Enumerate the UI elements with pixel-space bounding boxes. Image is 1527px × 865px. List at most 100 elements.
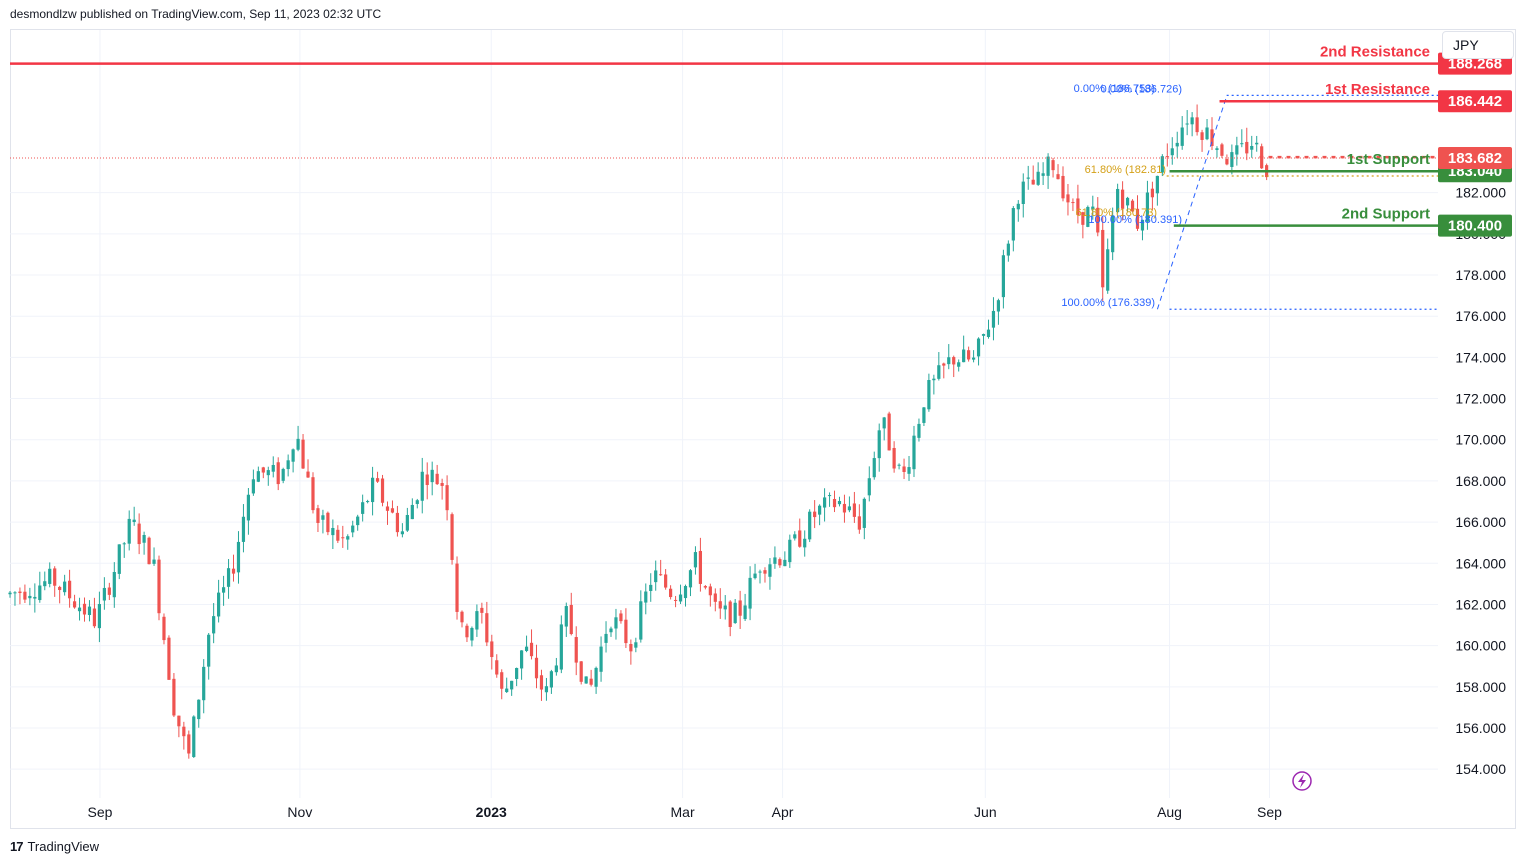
candle-body <box>783 559 787 567</box>
candle-body <box>678 594 683 602</box>
candle-body <box>669 588 673 598</box>
candle-body <box>758 571 762 573</box>
candle-body <box>152 559 156 564</box>
candle-body <box>549 671 553 688</box>
level-label: 2nd Resistance <box>1320 44 1430 61</box>
fib-label: 100.00% (180.391) <box>1088 214 1182 226</box>
candle-body <box>733 602 737 624</box>
y-tick-label: 164.000 <box>1455 555 1506 571</box>
alert-icon[interactable] <box>1292 771 1312 791</box>
candle-body <box>92 608 97 627</box>
candle-body <box>614 617 618 629</box>
candle-body <box>857 516 861 530</box>
candle-body <box>331 527 335 536</box>
candle-body <box>971 357 976 360</box>
candle-body <box>127 518 131 544</box>
candle-body <box>902 466 906 472</box>
y-tick-label: 178.000 <box>1455 267 1506 283</box>
candle-body <box>207 634 211 667</box>
candle-body <box>788 539 792 563</box>
candle-body <box>927 380 931 410</box>
x-tick-label: Apr <box>772 804 794 820</box>
candle-body <box>326 512 330 533</box>
candle-body <box>644 591 648 603</box>
fib-label: 61.80% (182.81) <box>1085 164 1166 176</box>
candle-body <box>1001 255 1005 298</box>
candle-body <box>485 613 489 643</box>
candle-body <box>917 423 921 438</box>
candle-body <box>475 611 479 630</box>
candle-body <box>1016 203 1020 210</box>
candle-body <box>763 570 767 574</box>
candle-body <box>554 665 558 673</box>
candle-body <box>1101 229 1105 288</box>
candle-body <box>793 534 797 539</box>
current-price-tag-bg <box>1438 147 1512 170</box>
candle-body <box>907 467 911 474</box>
candle-body <box>1225 158 1229 165</box>
candle-body <box>1140 219 1145 231</box>
candle-body <box>82 603 87 615</box>
candle-body <box>72 601 77 608</box>
candle-body <box>1165 156 1169 158</box>
y-tick-label: 166.000 <box>1455 514 1506 530</box>
candle-body <box>405 514 409 531</box>
candle-body <box>887 413 891 451</box>
candle-body <box>1200 132 1204 140</box>
candle-body <box>688 570 693 588</box>
current-price-tag-text: 183.682 <box>1448 150 1502 167</box>
candle-body <box>356 516 360 526</box>
candle-body <box>192 716 196 757</box>
y-tick-label: 172.000 <box>1455 391 1506 407</box>
candle-body <box>13 592 17 594</box>
candle-body <box>882 417 886 429</box>
candle-body <box>778 559 782 566</box>
y-tick-label: 176.000 <box>1455 308 1506 324</box>
candle-body <box>1061 175 1065 199</box>
candle-body <box>132 519 136 523</box>
y-tick-label: 170.000 <box>1455 432 1506 448</box>
candle-body <box>1111 215 1115 253</box>
candle-body <box>529 642 534 657</box>
candle-body <box>624 619 628 644</box>
candle-body <box>271 464 275 472</box>
currency-selector[interactable]: JPY <box>1442 31 1514 59</box>
candle-body <box>226 568 231 587</box>
candle-body <box>1116 188 1120 213</box>
candle-body <box>991 310 996 328</box>
candle-body <box>495 660 499 675</box>
candle-body <box>1071 202 1075 204</box>
candle-body <box>167 637 171 680</box>
candle-body <box>435 473 439 485</box>
candle-body <box>306 471 310 478</box>
candle-body <box>654 570 658 583</box>
candle-body <box>147 537 151 565</box>
candle-body <box>1240 143 1244 145</box>
candle-body <box>773 557 777 564</box>
y-tick-label: 182.000 <box>1455 185 1506 201</box>
candle-body <box>316 508 320 523</box>
candle-body <box>336 529 340 541</box>
candle-body <box>708 586 712 596</box>
y-tick-label: 174.000 <box>1455 349 1506 365</box>
candle-body <box>962 349 966 363</box>
candle-body <box>986 329 991 338</box>
candle-body <box>847 506 852 511</box>
candle-body <box>212 616 216 634</box>
candle-body <box>291 449 295 462</box>
candle-body <box>748 577 752 609</box>
candle-body <box>1245 141 1249 154</box>
candle-body <box>673 599 678 601</box>
candle-body <box>1255 142 1259 145</box>
candle-body <box>634 642 638 648</box>
candle-body <box>1130 200 1135 212</box>
candle-body <box>137 523 141 545</box>
candle-body <box>1011 208 1015 241</box>
candle-body <box>698 550 703 584</box>
tradingview-footer[interactable]: 17 TradingView <box>10 839 99 854</box>
candle-body <box>172 678 176 716</box>
level-label: 1st Resistance <box>1325 81 1430 98</box>
fib-trend-line <box>1156 95 1228 310</box>
candle-body <box>534 657 539 679</box>
